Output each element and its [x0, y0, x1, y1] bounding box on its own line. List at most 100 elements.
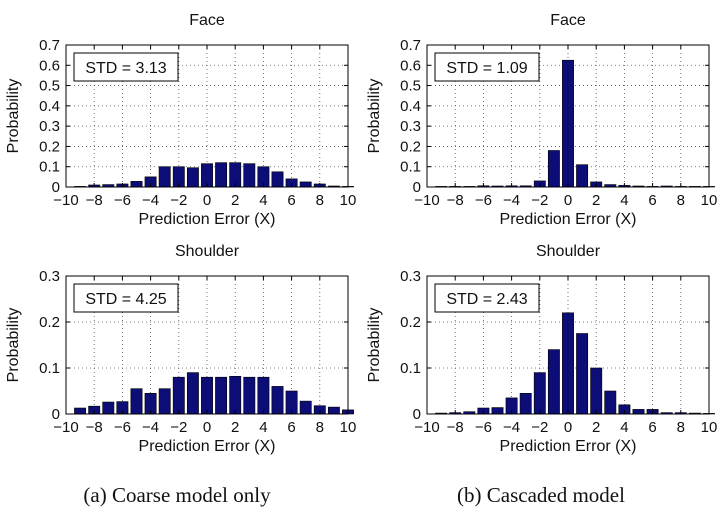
x-tick-label: −2	[531, 419, 548, 436]
x-tick-label: −2	[531, 192, 548, 209]
x-tick-label: 8	[677, 192, 685, 209]
x-tick-label: 8	[316, 419, 324, 436]
x-tick-label: 4	[620, 419, 628, 436]
bar-10	[562, 312, 574, 415]
bar-9	[547, 349, 560, 415]
x-tick-label: −10	[414, 419, 439, 436]
bar-15	[632, 409, 645, 415]
bar-11	[215, 376, 228, 415]
bar-5	[491, 407, 504, 415]
bar-17	[299, 400, 312, 415]
bar-5	[130, 181, 143, 188]
chart-panel-2: −10 −8 −6 −4 −2 0 2 4 6 8 10 0 0.1 0.2 0.3 0.4 0.5 0.6 0.7…	[366, 12, 717, 228]
bar-13	[604, 390, 617, 415]
x-tick-label: −6	[114, 419, 131, 436]
bar-10	[562, 59, 574, 188]
x-tick-label: −6	[475, 192, 492, 209]
bar-11	[215, 162, 228, 188]
x-tick-label: −6	[114, 192, 131, 209]
caption-left: (a) Coarse model only	[83, 483, 271, 507]
x-tick-label: −2	[170, 192, 187, 209]
bar-9	[186, 372, 199, 415]
y-tick-label: 0.2	[39, 138, 60, 155]
x-tick-label: −8	[447, 419, 464, 436]
bar-9	[186, 167, 199, 188]
x-axis-label: Prediction Error (X)	[500, 438, 637, 455]
x-tick-label: 10	[701, 192, 718, 209]
bar-12	[590, 367, 603, 415]
x-tick-label: 4	[259, 419, 267, 436]
std-annotation: STD = 4.25	[85, 291, 166, 308]
bar-8	[533, 372, 546, 415]
caption-right: (b) Cascaded model	[457, 483, 625, 507]
x-tick-label: 6	[648, 192, 656, 209]
bar-14	[257, 376, 270, 415]
y-tick-label: 0.1	[400, 159, 421, 176]
bar-15	[271, 171, 284, 188]
std-annotation: STD = 1.09	[446, 60, 527, 77]
x-tick-label: −8	[86, 192, 103, 209]
std-annotation-box	[434, 52, 540, 82]
x-tick-label: −4	[142, 192, 159, 209]
x-tick-label: −4	[503, 192, 520, 209]
x-tick-label: 10	[701, 419, 718, 436]
x-tick-label: −4	[142, 419, 159, 436]
y-tick-label: 0.7	[39, 37, 60, 54]
x-tick-label: −10	[53, 419, 78, 436]
x-axis-label: Prediction Error (X)	[139, 438, 276, 455]
x-tick-label: 6	[287, 419, 295, 436]
y-tick-label: 0.2	[400, 138, 421, 155]
bar-9	[547, 150, 560, 188]
std-annotation: STD = 2.43	[446, 291, 527, 308]
y-tick-label: 0.1	[39, 159, 60, 176]
x-tick-label: 8	[677, 419, 685, 436]
bar-15	[271, 386, 284, 415]
y-tick-label: 0.3	[400, 268, 421, 285]
y-tick-label: 0	[52, 406, 60, 423]
y-tick-label: 0.3	[39, 118, 60, 135]
x-tick-label: 8	[316, 192, 324, 209]
bar-7	[158, 166, 171, 188]
bar-19	[327, 406, 340, 415]
bar-10	[201, 376, 213, 415]
bar-17	[299, 181, 312, 188]
x-tick-label: 10	[340, 419, 357, 436]
y-tick-label: 0	[52, 179, 60, 196]
y-axis-label: Probability	[5, 79, 22, 154]
y-tick-label: 0.2	[39, 314, 60, 331]
x-tick-label: −8	[447, 192, 464, 209]
y-tick-label: 0.6	[400, 57, 421, 74]
x-tick-label: 0	[564, 192, 572, 209]
y-tick-label: 0.4	[39, 98, 60, 115]
chart-title: Shoulder	[175, 243, 240, 260]
y-tick-label: 0	[413, 179, 421, 196]
chart-title: Face	[550, 12, 586, 29]
x-tick-label: 0	[203, 419, 211, 436]
x-tick-label: 2	[592, 419, 600, 436]
y-tick-label: 0.5	[39, 78, 60, 95]
x-tick-label: 2	[231, 192, 239, 209]
bar-13	[243, 163, 256, 188]
y-tick-label: 0.7	[400, 37, 421, 54]
y-axis-label: Probability	[366, 308, 383, 383]
y-tick-label: 0.4	[400, 98, 421, 115]
x-axis-label: Prediction Error (X)	[500, 211, 637, 228]
bar-8	[172, 376, 185, 415]
x-tick-label: −6	[475, 419, 492, 436]
x-tick-label: 4	[620, 192, 628, 209]
x-tick-label: 4	[259, 192, 267, 209]
bar-11	[576, 333, 589, 415]
x-tick-label: 0	[203, 192, 211, 209]
chart-title: Shoulder	[536, 243, 601, 260]
y-tick-label: 0.5	[400, 78, 421, 95]
bar-5	[130, 388, 143, 415]
bar-12	[229, 375, 242, 415]
x-tick-label: 2	[231, 419, 239, 436]
y-tick-label: 0.3	[39, 268, 60, 285]
bar-3	[102, 401, 115, 415]
y-tick-label: 0.6	[39, 57, 60, 74]
x-tick-label: −8	[86, 419, 103, 436]
chart-panel-1: −10 −8 −6 −4 −2 0 2 4 6 8 10 0 0.1 0.2 0.3 0.4 0.5 0.6 0.7…	[5, 12, 356, 228]
std-annotation: STD = 3.13	[85, 60, 166, 77]
